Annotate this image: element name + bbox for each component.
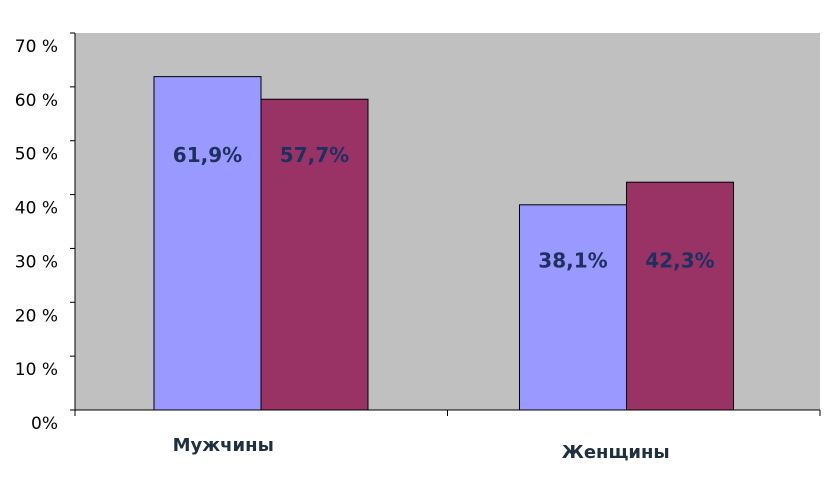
value-label: 57,7% bbox=[280, 143, 349, 167]
value-label: 42,3% bbox=[645, 249, 714, 273]
y-tick-label: 20 % bbox=[15, 306, 58, 326]
y-tick-label: 50 % bbox=[15, 145, 58, 165]
y-tick-label: 40 % bbox=[15, 199, 58, 219]
value-label: 61,9% bbox=[173, 143, 242, 167]
bar bbox=[519, 204, 627, 411]
bar bbox=[153, 76, 262, 411]
category-label: Мужчины bbox=[173, 435, 274, 456]
bar bbox=[260, 98, 369, 411]
y-tick-label: 60 % bbox=[15, 91, 58, 111]
y-tick-label: 10 % bbox=[15, 360, 58, 380]
category-label: Женщины bbox=[562, 442, 670, 463]
y-tick-label: 0% bbox=[31, 414, 58, 434]
y-tick-label: 70 % bbox=[15, 37, 58, 57]
value-label: 38,1% bbox=[538, 249, 607, 273]
bar bbox=[626, 181, 734, 411]
y-tick-label: 30 % bbox=[15, 252, 58, 272]
